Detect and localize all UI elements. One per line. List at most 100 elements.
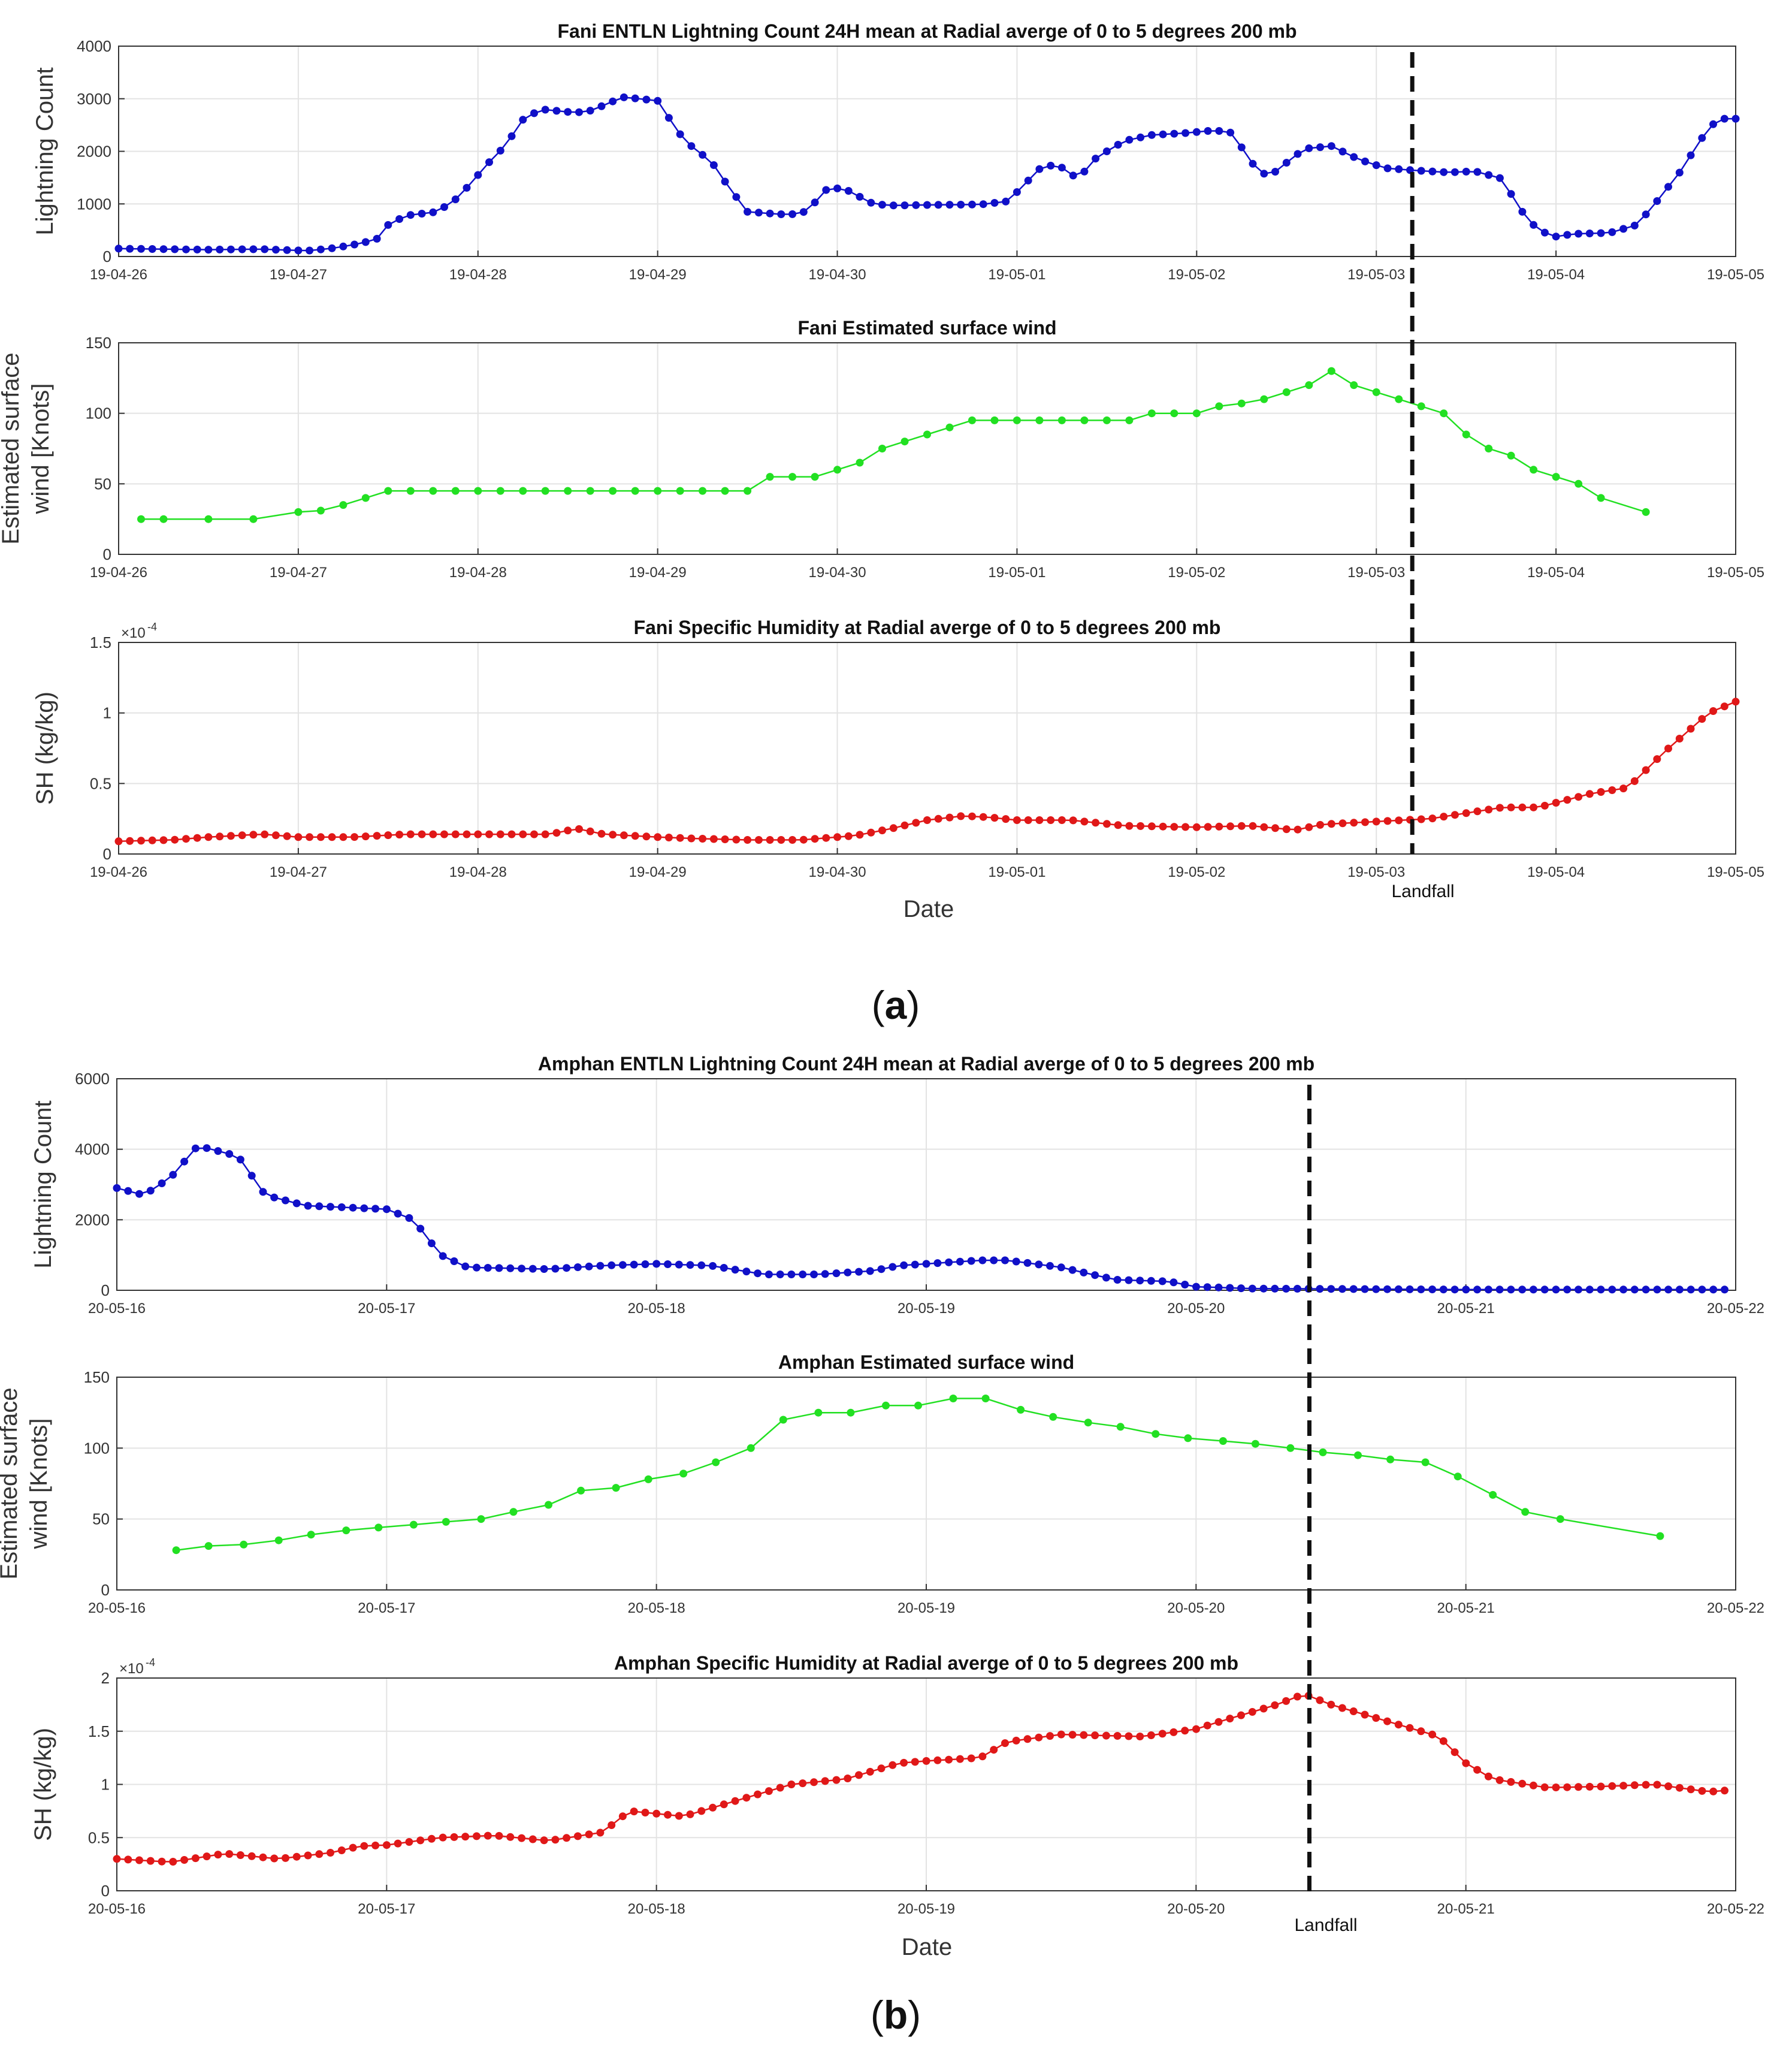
fani-wind-data-point bbox=[451, 487, 460, 495]
amphan-lightning-data-point bbox=[1147, 1277, 1155, 1285]
fani-lightning-data-point bbox=[204, 246, 213, 254]
fani-humidity-data-point bbox=[1159, 822, 1167, 831]
amphan-humidity-data-point bbox=[1675, 1784, 1684, 1792]
amphan-lightning-data-point bbox=[1608, 1285, 1616, 1294]
amphan-humidity-data-point bbox=[1608, 1782, 1616, 1790]
amphan-humidity-data-point bbox=[1529, 1781, 1537, 1790]
fani-humidity-data-point bbox=[1653, 755, 1661, 764]
amphan-humidity-data-point bbox=[1439, 1737, 1447, 1745]
amphan-lightning-data-point bbox=[866, 1267, 874, 1275]
fani-humidity-data-point bbox=[283, 832, 291, 840]
amphan-humidity-data-point bbox=[1585, 1782, 1594, 1791]
fani-lightning-data-point bbox=[1237, 143, 1246, 152]
fani-lightning-data-point bbox=[1552, 233, 1560, 241]
amphan-wind-data-point bbox=[1251, 1440, 1259, 1448]
amphan-wind-data-point bbox=[274, 1536, 283, 1544]
fani-humidity-data-point bbox=[1204, 823, 1212, 831]
amphan-lightning-data-point bbox=[506, 1264, 515, 1272]
fani-lightning-data-point bbox=[1137, 133, 1145, 141]
amphan-wind-xtick-label: 20-05-16 bbox=[88, 1600, 146, 1616]
fani-humidity-data-point bbox=[1249, 822, 1257, 830]
fani-lightning-data-point bbox=[744, 207, 752, 216]
fani-lightning-data-point bbox=[373, 234, 381, 243]
amphan-humidity-data-point bbox=[473, 1832, 481, 1840]
fani-humidity-data-point bbox=[1316, 820, 1324, 829]
amphan-wind-data-point bbox=[914, 1401, 922, 1410]
fani-humidity-ytick-label: 1.5 bbox=[90, 633, 111, 651]
amphan-lightning-data-point bbox=[113, 1184, 121, 1192]
amphan-lightning-data-point bbox=[641, 1260, 649, 1268]
fani-wind-xtick-label: 19-05-02 bbox=[1168, 565, 1225, 581]
amphan-humidity-xtick-label: 20-05-21 bbox=[1437, 1901, 1495, 1917]
amphan-lightning-data-point bbox=[461, 1262, 470, 1271]
amphan-lightning-data-point bbox=[1630, 1285, 1639, 1294]
amphan-humidity-data-point bbox=[495, 1831, 503, 1840]
fani-lightning-data-point bbox=[1383, 164, 1392, 173]
amphan-wind-data-point bbox=[1421, 1458, 1430, 1466]
fani-humidity-data-point bbox=[912, 819, 920, 827]
fani-lightning-data-point bbox=[1563, 231, 1572, 239]
amphan-humidity-data-point bbox=[697, 1807, 706, 1815]
amphan-humidity-axes-frame bbox=[116, 1677, 1736, 1891]
fani-humidity-data-point bbox=[1237, 822, 1246, 830]
amphan-lightning-data-point bbox=[1001, 1256, 1009, 1265]
amphan-humidity-data-point bbox=[315, 1850, 324, 1858]
amphan-humidity-data-point bbox=[1327, 1700, 1335, 1709]
fani-humidity-data-point bbox=[586, 827, 594, 835]
fani-wind-data-point bbox=[788, 473, 797, 481]
fani-lightning-data-point bbox=[1417, 167, 1425, 175]
fani-humidity-data-point bbox=[541, 830, 549, 838]
fani-wind-data-point bbox=[1417, 402, 1425, 411]
fani-lightning-data-point bbox=[440, 203, 448, 211]
fani-humidity-data-point bbox=[1731, 698, 1740, 706]
amphan-humidity-data-point bbox=[337, 1846, 346, 1854]
fani-humidity-title: Fani Specific Humidity at Radial averge … bbox=[634, 617, 1221, 638]
fani-lightning-data-point bbox=[159, 245, 168, 254]
fani-lightning-data-point bbox=[1057, 164, 1066, 172]
landfall-label-a: Landfall bbox=[1391, 882, 1454, 901]
fani-lightning-data-point bbox=[1473, 168, 1482, 176]
fani-humidity-data-point bbox=[137, 837, 145, 845]
fani-lightning-data-point bbox=[1181, 129, 1190, 137]
fani-humidity-data-point bbox=[1563, 796, 1572, 804]
amphan-wind-ytick-label: 0 bbox=[101, 1581, 110, 1599]
fani-lightning-data-point bbox=[990, 199, 999, 207]
amphan-lightning-data-point bbox=[1619, 1285, 1628, 1294]
fani-wind-data-point bbox=[1552, 473, 1560, 481]
fani-wind-data-point bbox=[923, 430, 931, 439]
fani-lightning-xtick-label: 19-05-05 bbox=[1707, 267, 1764, 283]
amphan-humidity-data-point bbox=[124, 1855, 132, 1864]
amphan-wind-data-point bbox=[847, 1408, 855, 1417]
fani-lightning-data-point bbox=[1282, 159, 1291, 167]
amphan-humidity-data-point bbox=[349, 1843, 357, 1852]
amphan-wind-data-point bbox=[545, 1501, 552, 1509]
amphan-wind-xtick-label: 20-05-22 bbox=[1707, 1600, 1764, 1616]
fani-humidity-data-point bbox=[889, 824, 897, 832]
fani-lightning-data-point bbox=[654, 96, 662, 105]
fani-humidity-data-point bbox=[463, 830, 471, 838]
fani-wind-data-point bbox=[339, 501, 347, 509]
fani-lightning-data-point bbox=[900, 201, 909, 210]
amphan-humidity-data-point bbox=[506, 1833, 515, 1841]
amphan-humidity-data-point bbox=[394, 1839, 402, 1848]
fani-humidity-xtick-label: 19-04-27 bbox=[270, 864, 327, 880]
amphan-wind-xtick-label: 20-05-18 bbox=[628, 1600, 685, 1616]
amphan-humidity-ytick-label: 0.5 bbox=[88, 1828, 110, 1846]
fani-lightning-data-point bbox=[1002, 197, 1010, 206]
fani-humidity-multiplier: ×10 bbox=[121, 625, 146, 641]
amphan-humidity-data-point bbox=[214, 1851, 222, 1859]
fani-humidity-data-point bbox=[171, 835, 179, 844]
fani-lightning-data-point bbox=[1192, 128, 1201, 136]
amphan-humidity-data-point bbox=[180, 1856, 189, 1864]
fani-humidity-data-point bbox=[1462, 809, 1470, 817]
amphan-lightning-data-point bbox=[720, 1264, 728, 1272]
amphan-lightning-data-point bbox=[327, 1203, 334, 1211]
amphan-humidity-data-point bbox=[1012, 1736, 1020, 1745]
amphan-lightning-data-point bbox=[1585, 1285, 1594, 1294]
amphan-wind-data-point bbox=[1017, 1405, 1025, 1414]
amphan-wind-data-point bbox=[1521, 1508, 1530, 1516]
fani-wind-data-point bbox=[1507, 451, 1515, 460]
amphan-lightning-data-point bbox=[1091, 1271, 1099, 1279]
amphan-lightning-data-point bbox=[1125, 1276, 1133, 1284]
fani-wind-data-point bbox=[631, 487, 639, 495]
